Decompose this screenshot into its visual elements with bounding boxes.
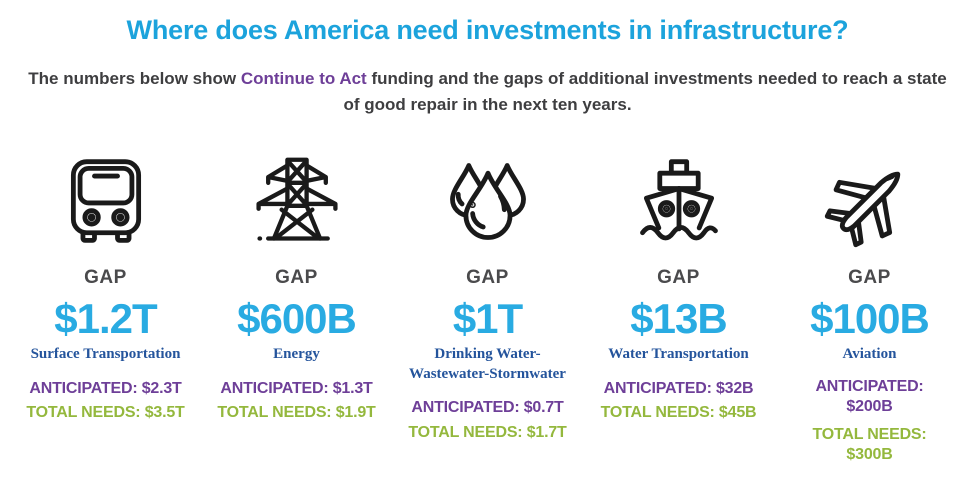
- total-needs-label: TOTAL NEEDS:: [408, 423, 523, 441]
- subtitle-prefix: The numbers below show: [28, 69, 241, 88]
- anticipated-stat: ANTICIPATED: $200B: [780, 377, 959, 417]
- total-needs-label: TOTAL NEEDS:: [812, 425, 927, 443]
- gap-label: GAP: [275, 267, 318, 288]
- total-needs-value: $45B: [718, 404, 757, 422]
- anticipated-value: $32B: [715, 379, 754, 397]
- category-name: Energy: [273, 346, 320, 363]
- gap-label: GAP: [466, 267, 509, 288]
- stats: ANTICIPATED: $2.3T TOTAL NEEDS: $3.5T: [16, 377, 195, 427]
- anticipated-stat: ANTICIPATED: $32B: [589, 377, 768, 402]
- subtitle-suffix: funding and the gaps of additional inves…: [343, 69, 947, 114]
- column-drinking-water: GAP $1T Drinking Water-Wastewater-Stormw…: [392, 151, 583, 473]
- total-needs-stat: TOTAL NEEDS: $1.7T: [398, 421, 577, 446]
- anticipated-label: ANTICIPATED:: [411, 399, 520, 417]
- water-drops-icon: [398, 151, 577, 253]
- category-name: Surface Transportation: [30, 346, 181, 363]
- gap-value: $600B: [237, 295, 357, 342]
- anticipated-label: ANTICIPATED:: [815, 377, 924, 395]
- gap-value: $100B: [810, 295, 930, 342]
- stats: ANTICIPATED: $1.3T TOTAL NEEDS: $1.9T: [207, 377, 386, 427]
- total-needs-value: $300B: [846, 445, 893, 463]
- category-name: Aviation: [842, 346, 897, 363]
- page-title: Where does America need investments in i…: [126, 15, 849, 45]
- total-needs-value: $3.5T: [144, 404, 185, 422]
- stats: ANTICIPATED: $0.7T TOTAL NEEDS: $1.7T: [398, 396, 577, 446]
- anticipated-value: $1.3T: [332, 379, 373, 397]
- anticipated-label: ANTICIPATED:: [220, 379, 329, 397]
- anticipated-value: $200B: [846, 397, 893, 415]
- gap-value: $1T: [452, 295, 523, 342]
- subtitle: The numbers below show Continue to Act f…: [25, 66, 950, 117]
- total-needs-stat: TOTAL NEEDS: $3.5T: [16, 401, 195, 426]
- ship-icon: [589, 151, 768, 253]
- gap-value: $1.2T: [54, 295, 157, 342]
- stats: ANTICIPATED: $32B TOTAL NEEDS: $45B: [589, 377, 768, 427]
- gap-label: GAP: [84, 267, 127, 288]
- anticipated-value: $0.7T: [523, 399, 564, 417]
- category-name: Drinking Water-Wastewater-Stormwater: [409, 346, 566, 382]
- gap-value: $13B: [630, 295, 727, 342]
- anticipated-label: ANTICIPATED:: [29, 379, 138, 397]
- anticipated-stat: ANTICIPATED: $2.3T: [16, 377, 195, 402]
- total-needs-label: TOTAL NEEDS:: [600, 404, 715, 422]
- total-needs-stat: TOTAL NEEDS: $45B: [589, 401, 768, 426]
- gap-label: GAP: [657, 267, 700, 288]
- airplane-icon: [780, 151, 959, 253]
- anticipated-value: $2.3T: [141, 379, 182, 397]
- total-needs-label: TOTAL NEEDS:: [217, 404, 332, 422]
- gap-label: GAP: [848, 267, 891, 288]
- column-surface-transportation: GAP $1.2T Surface Transportation ANTICIP…: [10, 151, 201, 473]
- category-name: Water Transportation: [608, 346, 749, 363]
- column-energy: GAP $600B Energy ANTICIPATED: $1.3T TOTA…: [201, 151, 392, 473]
- total-needs-value: $1.9T: [335, 404, 376, 422]
- category-columns: GAP $1.2T Surface Transportation ANTICIP…: [0, 151, 975, 473]
- anticipated-label: ANTICIPATED:: [603, 379, 712, 397]
- total-needs-stat: TOTAL NEEDS: $1.9T: [207, 401, 386, 426]
- total-needs-value: $1.7T: [526, 423, 567, 441]
- anticipated-stat: ANTICIPATED: $1.3T: [207, 377, 386, 402]
- total-needs-stat: TOTAL NEEDS: $300B: [780, 425, 959, 465]
- anticipated-stat: ANTICIPATED: $0.7T: [398, 396, 577, 421]
- transmission-tower-icon: [207, 151, 386, 253]
- column-aviation: GAP $100B Aviation ANTICIPATED: $200B TOT…: [774, 151, 965, 473]
- column-water-transportation: GAP $13B Water Transportation ANTICIPATE…: [583, 151, 774, 473]
- bus-icon: [16, 151, 195, 253]
- stats: ANTICIPATED: $200B TOTAL NEEDS: $300B: [780, 377, 959, 465]
- subtitle-highlight: Continue to Act: [240, 69, 367, 88]
- total-needs-label: TOTAL NEEDS:: [26, 404, 141, 422]
